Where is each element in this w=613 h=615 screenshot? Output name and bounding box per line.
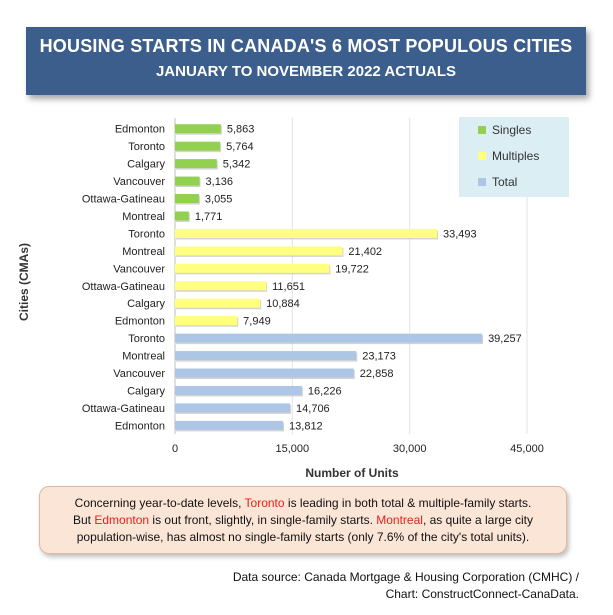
data-label: 22,858 <box>360 368 394 380</box>
chart-title-banner: HOUSING STARTS IN CANADA'S 6 MOST POPULO… <box>26 27 586 95</box>
x-tick-label: 30,000 <box>393 443 427 455</box>
bar <box>175 333 483 343</box>
data-label: 19,722 <box>335 263 369 275</box>
data-label: 21,402 <box>348 246 382 258</box>
bar <box>175 211 189 221</box>
category-label: Ottawa-Gatineau <box>82 281 165 293</box>
data-label: 13,812 <box>289 420 323 432</box>
legend-label: Multiples <box>492 149 539 163</box>
bar <box>175 316 238 326</box>
data-label: 5,342 <box>223 159 251 171</box>
chart-title: HOUSING STARTS IN CANADA'S 6 MOST POPULO… <box>39 36 573 56</box>
data-label: 14,706 <box>296 403 330 415</box>
commentary-line-3: population-wise, has almost no single-fa… <box>76 530 530 544</box>
data-label: 7,949 <box>243 316 271 328</box>
data-label: 16,226 <box>308 385 342 397</box>
category-label: Ottawa-Gatineau <box>82 194 165 206</box>
bar <box>175 228 437 238</box>
category-label: Toronto <box>128 228 165 240</box>
category-label: Vancouver <box>113 368 165 380</box>
data-label: 10,884 <box>266 298 300 310</box>
chart-subtitle: JANUARY TO NOVEMBER 2022 ACTUALS <box>155 63 457 80</box>
data-label: 11,651 <box>272 281 305 293</box>
x-tick-label: 0 <box>172 443 178 455</box>
source-line-2: Chart: ConstructConnect-CanaData. <box>385 587 579 601</box>
data-label: 3,055 <box>205 194 233 206</box>
data-label: 39,257 <box>488 333 522 345</box>
highlight-edmonton: Edmonton <box>94 513 150 527</box>
x-tick-label: 45,000 <box>510 443 544 455</box>
x-axis-title: Number of Units <box>305 466 399 480</box>
data-label: 5,863 <box>227 124 255 136</box>
category-label: Montreal <box>122 211 165 223</box>
bar <box>175 159 217 169</box>
bar <box>175 281 267 291</box>
legend-label: Singles <box>492 123 531 137</box>
data-label: 3,136 <box>206 176 234 188</box>
bar <box>175 194 199 204</box>
commentary-text: But <box>73 513 95 527</box>
x-tick-label: 15,000 <box>276 443 310 455</box>
bar <box>175 263 330 273</box>
category-label: Vancouver <box>113 263 165 275</box>
commentary-text: , as quite a large city <box>422 513 533 527</box>
category-label: Edmonton <box>115 316 165 328</box>
category-label: Edmonton <box>115 420 165 432</box>
commentary-box: Concerning year-to-date levels, Toronto … <box>39 486 567 554</box>
bar <box>175 403 291 413</box>
data-label: 23,173 <box>362 351 396 363</box>
source-credit: Data source: Canada Mortgage & Housing C… <box>233 569 579 603</box>
bar <box>175 298 261 308</box>
legend-label: Total <box>492 175 517 189</box>
bar <box>175 176 200 186</box>
legend-box <box>459 117 569 197</box>
commentary-line-2: But Edmonton is out front, slightly, in … <box>40 512 566 529</box>
source-line-1: Data source: Canada Mortgage & Housing C… <box>232 570 579 584</box>
bar <box>175 368 354 378</box>
commentary-text: is out front, slightly, in single-family… <box>149 513 377 527</box>
commentary-text: is leading in both total & multiple-fami… <box>284 496 532 510</box>
commentary-line-1: Concerning year-to-date levels, Toronto … <box>40 495 566 512</box>
category-label: Edmonton <box>115 124 165 136</box>
bar <box>175 420 284 430</box>
category-label: Calgary <box>127 298 165 310</box>
bar <box>175 141 221 151</box>
category-label: Calgary <box>127 385 165 397</box>
bar <box>175 351 357 361</box>
commentary-text: Concerning year-to-date levels, <box>74 496 245 510</box>
bar <box>175 385 302 395</box>
data-label: 33,493 <box>443 228 477 240</box>
category-label: Montreal <box>122 351 165 363</box>
category-label: Calgary <box>127 159 165 171</box>
category-label: Vancouver <box>113 176 165 188</box>
bar-chart: 0 15,000 30,000 45,000 Edmonton 5,863 Toronto 5… <box>17 117 569 480</box>
legend-swatch <box>478 152 486 160</box>
category-label: Toronto <box>128 333 165 345</box>
highlight-toronto: Toronto <box>244 496 285 510</box>
data-label: 5,764 <box>226 141 254 153</box>
highlight-montreal: Montreal <box>376 513 423 527</box>
data-label: 1,771 <box>195 211 223 223</box>
legend-swatch <box>478 126 486 134</box>
bar <box>175 246 343 256</box>
bar <box>175 124 221 134</box>
category-label: Ottawa-Gatineau <box>82 403 165 415</box>
category-label: Toronto <box>128 141 165 153</box>
y-axis-title: Cities (CMAs) <box>17 243 31 321</box>
legend-swatch <box>478 178 486 186</box>
category-label: Montreal <box>122 246 165 258</box>
